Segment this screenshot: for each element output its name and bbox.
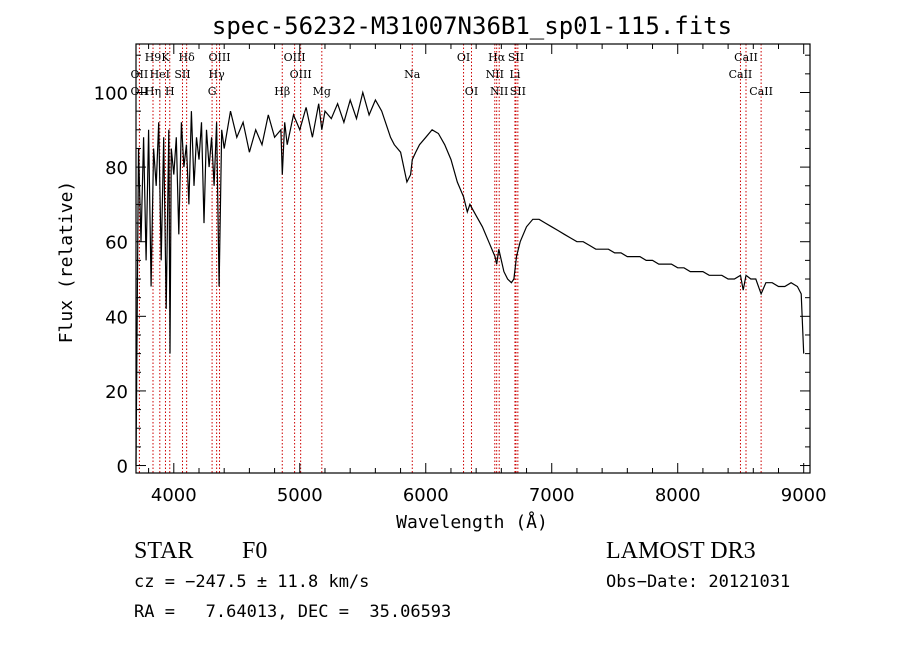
obs-date: Obs−Date: 20121031 <box>606 572 791 592</box>
y-tick-label: 60 <box>105 233 128 254</box>
line-marker-label: Li <box>510 68 521 81</box>
line-marker-label: SII <box>510 85 526 98</box>
line-marker-label: OIII <box>284 51 306 64</box>
axis-ticks <box>136 44 810 473</box>
x-tick-label: 6000 <box>403 485 449 506</box>
x-tick-label: 5000 <box>277 485 323 506</box>
object-type: STAR <box>134 538 194 564</box>
y-tick-label: 20 <box>105 382 128 403</box>
emission-line-markers <box>138 44 762 473</box>
y-tick-label: 40 <box>105 307 128 328</box>
x-tick-label: 7000 <box>529 485 575 506</box>
line-marker-label: OI <box>457 51 470 64</box>
line-marker-label: NII <box>490 85 508 98</box>
line-marker-label: Hγ <box>209 68 226 81</box>
x-tick-label: 8000 <box>655 485 701 506</box>
line-marker-label: CaII <box>749 85 773 98</box>
y-tick-label: 80 <box>105 158 128 179</box>
line-marker-label: HeI <box>150 68 170 81</box>
plot-frame <box>135 43 811 474</box>
x-tick-label: 4000 <box>151 485 197 506</box>
redshift-text: cz = −247.5 ± 11.8 km/s <box>134 572 370 592</box>
line-marker-label: Hβ <box>274 85 290 98</box>
line-marker-label: Hα <box>488 51 506 64</box>
line-marker-label: H <box>165 85 175 98</box>
line-marker-label: SII <box>174 68 190 81</box>
line-marker-label: CaII <box>729 68 753 81</box>
spectrum-line <box>135 90 805 466</box>
line-marker-label: Hη <box>145 85 161 98</box>
chart-title: spec-56232-M31007N36B1_sp01-115.fits <box>212 12 732 40</box>
x-tick-label: 9000 <box>781 485 827 506</box>
line-marker-label: OII <box>131 68 149 81</box>
line-marker-label: SII <box>508 51 524 64</box>
line-marker-label: CaII <box>734 51 758 64</box>
survey-name: LAMOST DR3 <box>606 538 756 564</box>
line-marker-label: K <box>161 51 170 64</box>
axis-tick-labels: 4000 5000 6000 7000 8000 9000 0 20 40 60 80 100 <box>94 83 827 506</box>
object-subclass: F0 <box>242 538 268 564</box>
line-marker-label: Mg <box>313 85 331 98</box>
x-axis-label: Wavelength (Å) <box>396 511 548 533</box>
coordinates-text: RA = 7.64013, DEC = 35.06593 <box>134 602 452 622</box>
line-marker-label: Hδ <box>179 51 196 64</box>
line-marker-label: G <box>208 85 217 98</box>
line-marker-label: OI <box>465 85 478 98</box>
y-tick-label: 100 <box>94 83 128 104</box>
y-axis-label: Flux (relative) <box>56 181 77 344</box>
line-marker-label: OIII <box>290 68 312 81</box>
line-marker-label: NII <box>486 68 504 81</box>
line-marker-label: H9 <box>145 51 162 64</box>
line-marker-label: Na <box>404 68 421 81</box>
line-marker-label: OIII <box>208 51 230 64</box>
y-tick-label: 0 <box>117 457 128 478</box>
line-marker-label: OII <box>131 85 149 98</box>
